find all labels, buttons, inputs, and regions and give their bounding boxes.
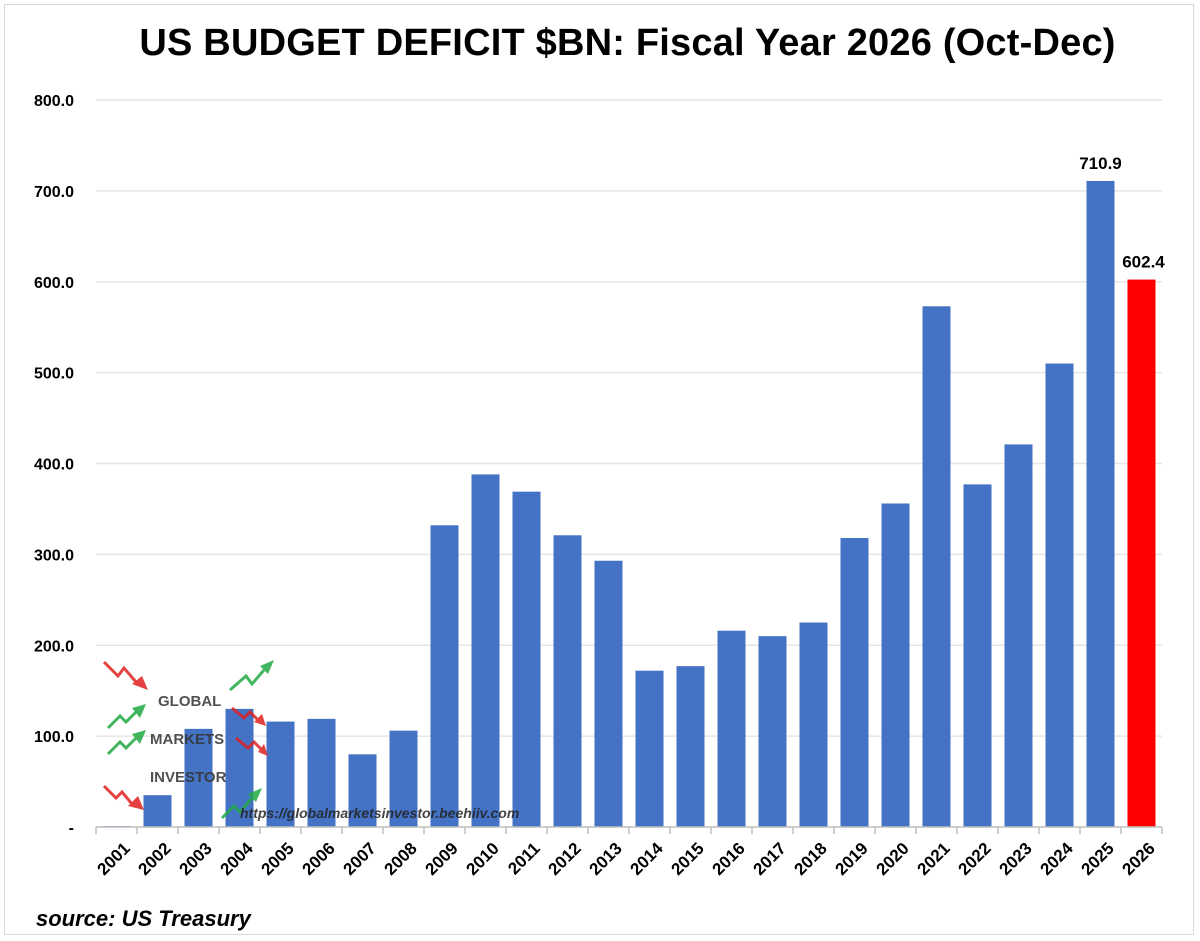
x-tick-label: 2018	[791, 839, 831, 879]
bar-2023	[1004, 444, 1033, 827]
x-tick-label: 2002	[135, 839, 175, 879]
watermark-line-3: INVESTOR	[150, 769, 227, 786]
x-tick-label: 2024	[1037, 838, 1078, 879]
x-tick-label: 2004	[217, 838, 258, 879]
x-tick-label: 2001	[94, 839, 134, 879]
bar-2018	[799, 622, 828, 827]
bar-2020	[881, 503, 910, 827]
y-tick-label: 300.0	[34, 547, 74, 564]
y-tick-label: 500.0	[34, 366, 74, 383]
watermark-line-2: MARKETS	[150, 731, 224, 748]
data-labels: 710.9 602.4	[1079, 154, 1165, 272]
bar-2025	[1086, 180, 1115, 828]
x-axis	[95, 826, 1163, 834]
bar-2016	[717, 630, 746, 827]
x-tick-label: 2012	[545, 839, 585, 879]
bar-2021	[922, 306, 951, 827]
bar-2013	[594, 560, 623, 827]
bar-2026	[1127, 279, 1156, 828]
bar-2002	[143, 795, 172, 827]
gridlines	[96, 99, 1162, 737]
x-tick-label: 2014	[627, 838, 668, 879]
x-axis-tick-labels: 2001 2002 2003 2004 2005 2006 2007 2008 2009 2010…	[94, 838, 1159, 879]
x-tick-label: 2020	[873, 839, 913, 879]
bar-2003	[184, 728, 213, 827]
x-tick-label: 2011	[504, 839, 544, 879]
bar-2012	[553, 535, 582, 827]
y-tick-label: 100.0	[34, 729, 74, 746]
chart-title: US BUDGET DEFICIT $BN: Fiscal Year 2026 …	[139, 22, 1116, 64]
y-axis-tick-labels: - 100.0 200.0 300.0 400.0 500.0 600.0 700.0 800.…	[34, 93, 74, 837]
x-tick-label: 2003	[176, 839, 216, 879]
bar-2014	[635, 670, 664, 827]
x-tick-label: 2005	[258, 839, 298, 879]
x-tick-label: 2016	[709, 839, 749, 879]
y-tick-label: 800.0	[34, 93, 74, 110]
bar-2005	[266, 721, 295, 827]
x-tick-label: 2010	[463, 839, 503, 879]
bar-2010	[471, 474, 500, 827]
bar-2004	[225, 708, 254, 827]
bar-2008	[389, 730, 418, 827]
x-tick-label: 2013	[586, 839, 626, 879]
data-label-2025: 710.9	[1079, 154, 1122, 173]
bar-2015	[676, 666, 705, 827]
watermark-url: https://globalmarketsinvestor.beehiiv.co…	[240, 805, 519, 821]
y-tick-label: 700.0	[34, 184, 74, 201]
x-tick-label: 2007	[340, 839, 380, 879]
bar-2022	[963, 484, 992, 827]
x-tick-label: 2026	[1119, 839, 1159, 879]
x-tick-label: 2017	[750, 839, 790, 879]
x-tick-label: 2019	[832, 839, 872, 879]
source-note: source: US Treasury	[36, 906, 251, 931]
x-tick-label: 2008	[381, 839, 421, 879]
y-tick-label: -	[69, 820, 74, 837]
data-label-2026: 602.4	[1122, 253, 1165, 272]
bar-2007	[348, 754, 377, 827]
y-tick-label: 200.0	[34, 638, 74, 655]
watermark-logo: GLOBAL MARKETS INVESTOR https://globalma…	[102, 660, 519, 821]
chart-frame	[4, 4, 1194, 935]
x-tick-label: 2015	[668, 839, 708, 879]
watermark-line-1: GLOBAL	[158, 693, 221, 710]
bar-2006	[307, 718, 336, 827]
bar-2017	[758, 636, 787, 827]
bars	[102, 180, 1156, 828]
x-tick-label: 2006	[299, 839, 339, 879]
bar-2011	[512, 491, 541, 827]
y-tick-label: 600.0	[34, 275, 74, 292]
y-tick-label: 400.0	[34, 457, 74, 474]
x-tick-label: 2025	[1078, 839, 1118, 879]
bar-2009	[430, 525, 459, 827]
bar-2024	[1045, 363, 1074, 827]
x-tick-label: 2022	[955, 839, 995, 879]
logo-arrows	[102, 660, 274, 820]
bar-2019	[840, 538, 869, 827]
x-tick-label: 2009	[422, 839, 462, 879]
x-tick-label: 2021	[914, 839, 954, 879]
x-tick-label: 2023	[996, 839, 1036, 879]
